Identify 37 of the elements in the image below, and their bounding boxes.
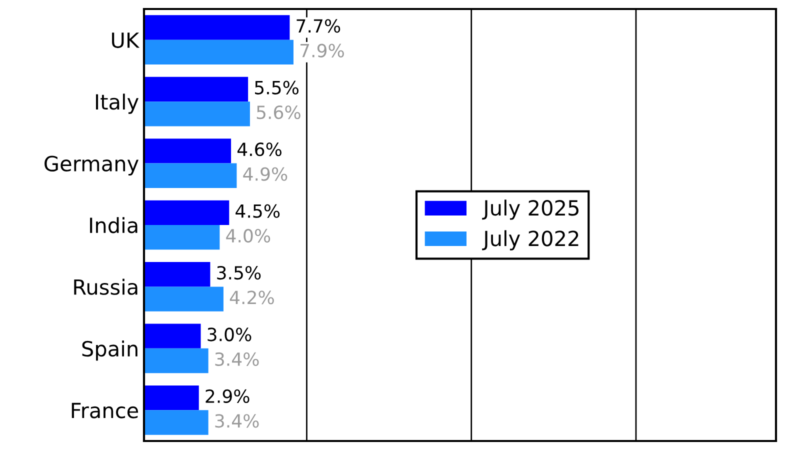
bar (144, 324, 201, 348)
y-tick-label: UK (112, 32, 140, 48)
legend-label: July 2022 (482, 230, 578, 250)
bar (144, 102, 250, 126)
y-tick-label: Germany (44, 156, 139, 176)
data-label: 2.9% (206, 389, 250, 404)
data-label: 4.0% (226, 228, 270, 243)
data-label: 3.5% (217, 266, 261, 280)
y-tick-label: France (72, 402, 138, 418)
bar (144, 225, 220, 250)
data-label: 4.6% (237, 142, 282, 156)
bar (144, 385, 199, 410)
data-label: 3.0% (208, 328, 252, 342)
bar (144, 262, 210, 287)
bar (144, 76, 248, 102)
y-tick-label: India (90, 217, 138, 234)
data-label: 3.4% (215, 414, 259, 428)
bar (144, 286, 224, 312)
bar (144, 348, 208, 374)
legend-label: July 2025 (482, 200, 578, 220)
y-tick-label: Russia (74, 278, 138, 295)
bar (144, 138, 232, 164)
data-label: 5.5% (255, 80, 298, 94)
y-tick-label: Italy (96, 94, 139, 114)
data-label: 4.5% (236, 204, 280, 218)
data-label: 7.7% (296, 19, 340, 33)
bar (144, 163, 237, 188)
bar (144, 15, 290, 40)
bar (144, 410, 208, 435)
data-label: 7.9% (300, 44, 344, 58)
bar (144, 40, 294, 65)
data-label: 3.4% (215, 352, 259, 366)
bar (144, 200, 230, 225)
data-label: 5.6% (256, 105, 300, 120)
data-label: 4.2% (230, 290, 274, 304)
data-label: 4.9% (243, 167, 288, 181)
y-tick-label: Spain (82, 340, 138, 361)
